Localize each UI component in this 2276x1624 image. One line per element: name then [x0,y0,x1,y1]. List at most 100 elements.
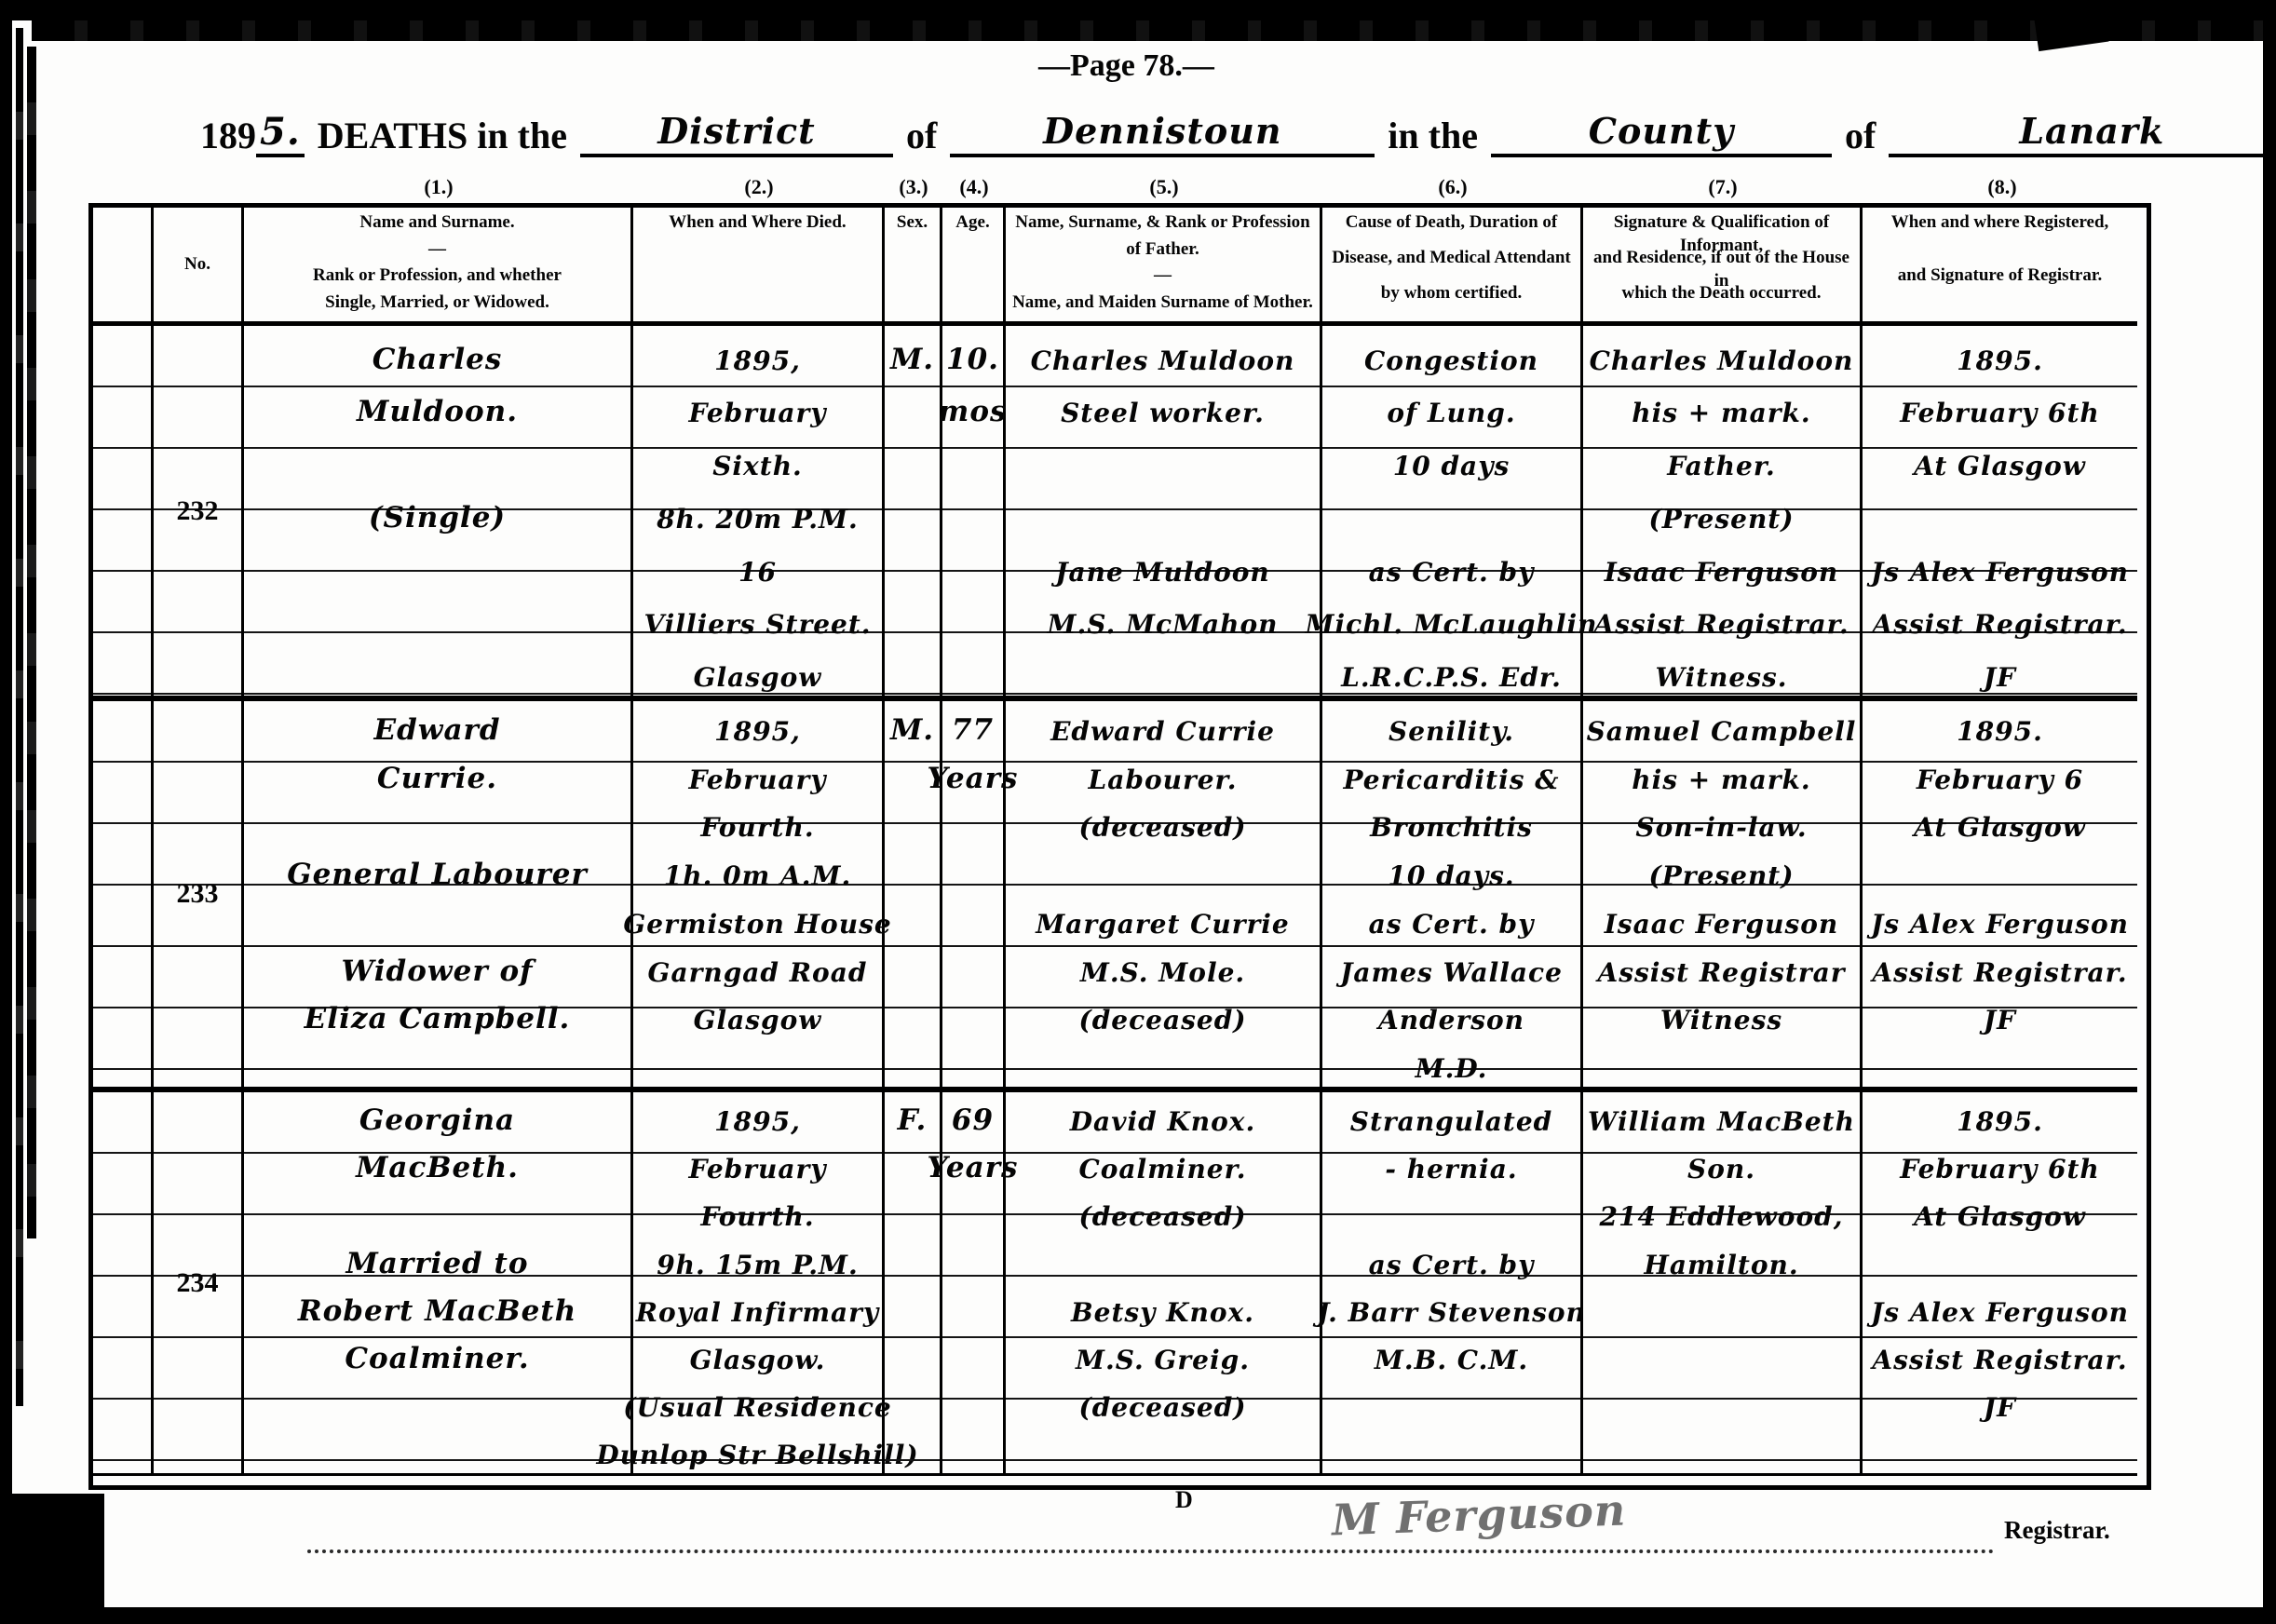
text-line: Rank or Profession, and whether [313,265,562,285]
scan-artifact-top-mark [2033,2,2109,52]
text-line: Congestion [1363,345,1539,376]
text-line: Name and Surname. [359,212,515,232]
text-line: and Residence, if out of the House in [1593,248,1849,291]
text-line: February [688,764,827,795]
text-line: - hernia. [1385,1154,1518,1185]
entry-232-number: 232 [154,326,244,698]
text-line: At Glasgow [1914,451,2086,482]
text-line: M. [889,712,935,747]
entry-232-informant: Charles Muldoon his + mark. Father. (Presen… [1583,326,1863,698]
text-line: Samuel Campbell [1586,715,1857,747]
text-line: 1h. 0m A.M. [663,860,852,891]
text-line: JF [1983,1391,2017,1423]
text-line [1583,1038,1860,1087]
text-line: Michl. McLaughlin [1305,609,1598,641]
entry-234-age: 69 Years [927,1089,1019,1476]
text-line [885,484,940,537]
entry-234-registered: 1895. February 6th At Glasgow Js Alex Fergu… [1863,1089,2137,1476]
entry-232-margin [93,326,154,698]
text-line: When and Where Died. [669,212,847,232]
text-line: 10. [946,342,999,376]
column-number-2: (2.) [744,175,774,198]
text-line: Age. [955,212,990,232]
entry-233-informant: Samuel Campbell his + mark. Son-in-law. (Pr… [1583,698,1863,1089]
text-line: When and where Registered, [1890,212,2109,232]
text-line: Disease, and Medical Attendant [1332,248,1571,267]
text-line [942,1283,1003,1331]
text-line: Royal Infirmary [635,1296,880,1328]
text-line [942,894,1003,942]
text-line [1863,1235,2137,1282]
scan-artifact-corner-blob [0,1494,104,1624]
text-line: Eliza Campbell. [304,1002,571,1036]
entry-234-margin [93,1089,154,1476]
text-line: Georgina [359,1103,516,1138]
header-age: Age. [942,208,1006,326]
text-line: Villiers Street. [644,609,872,641]
text-line: M.B. C.M. [1374,1344,1529,1375]
text-line: of Father. [1126,238,1199,259]
text-line [885,991,940,1039]
text-line: Son-in-law. [1635,812,1808,844]
text-line: At Glasgow [1914,1201,2086,1233]
text-line: Coalminer. [345,1341,530,1375]
text-line: L.R.C.P.S. Edr. [1341,662,1562,694]
text-line: as Cert. by [1368,556,1535,588]
header-sex: Sex. [885,208,942,326]
text-line [1006,431,1320,484]
text-line: (Usual Residence [623,1391,892,1423]
text-line: At Glasgow [1914,812,2086,844]
text-line [885,894,940,942]
text-line: M.S. Mole. [1079,956,1246,988]
text-line [1583,1331,1860,1378]
text-line: Steel worker. [1061,398,1265,429]
text-line: Edward Currie [1050,715,1275,747]
county-word-handwritten: County [1490,110,1832,157]
scan-artifact-right-strip [2263,0,2276,1624]
text-line: February [688,398,827,429]
entry-233-parents: Edward Currie Labourer. (deceased) Margaret… [1006,698,1322,1089]
text-line: 16 [738,556,777,588]
text-line: William MacBeth [1588,1106,1855,1138]
text-line: Js Alex Ferguson [1870,1296,2130,1328]
text-line [885,379,940,432]
text-line: February [688,1154,827,1185]
text-line: 77 [951,712,995,747]
entry-232-cause-of-death: Congestion of Lung. 10 days as Cert. by Mich… [1305,326,1598,698]
text-line: Name, Surname, & Rank or Profession [1015,212,1310,232]
text-line: 1895, [714,715,801,747]
text-line [1863,1426,2137,1473]
text-line [885,942,940,991]
in-the-label: in the [1388,115,1478,156]
text-line: Garngad Road [647,956,868,988]
district-word-handwritten: District [579,110,893,157]
text-line [885,1426,940,1473]
text-line [942,991,1003,1039]
text-line: Betsy Knox. [1070,1296,1254,1328]
text-line: Charles [372,342,503,376]
text-line: Widower of [341,954,534,988]
text-line [942,1235,1003,1282]
registrar-signature-handwritten: M Ferguson [1331,1484,1628,1546]
text-line: 69 [951,1103,995,1138]
text-line [244,590,630,643]
header-cause-of-death: Cause of Death, Duration of Disease, and … [1322,208,1583,326]
entry-232-name: Charles Muldoon. (Single) [244,326,633,698]
title-row: 189 5. DEATHS in the District of Dennisto… [200,110,2276,157]
text-line: his + mark. [1632,764,1811,795]
text-line: mos [938,395,1008,429]
text-line [885,798,940,846]
column-number-1: (1.) [424,175,454,198]
text-line [942,643,1003,696]
text-line: MacBeth. [356,1151,519,1185]
text-line: Years [927,1151,1019,1185]
text-line: Charles Muldoon [1589,345,1854,376]
year-printed: 189 [200,115,256,156]
text-line: F. [897,1103,928,1138]
text-line: Edward [373,712,501,747]
text-line [1583,1426,1860,1473]
text-line: Signature & Qualification of Informant, [1613,212,1830,255]
text-line: and Signature of Registrar. [1897,265,2103,285]
text-line: 1895, [714,345,801,376]
text-line [942,942,1003,991]
